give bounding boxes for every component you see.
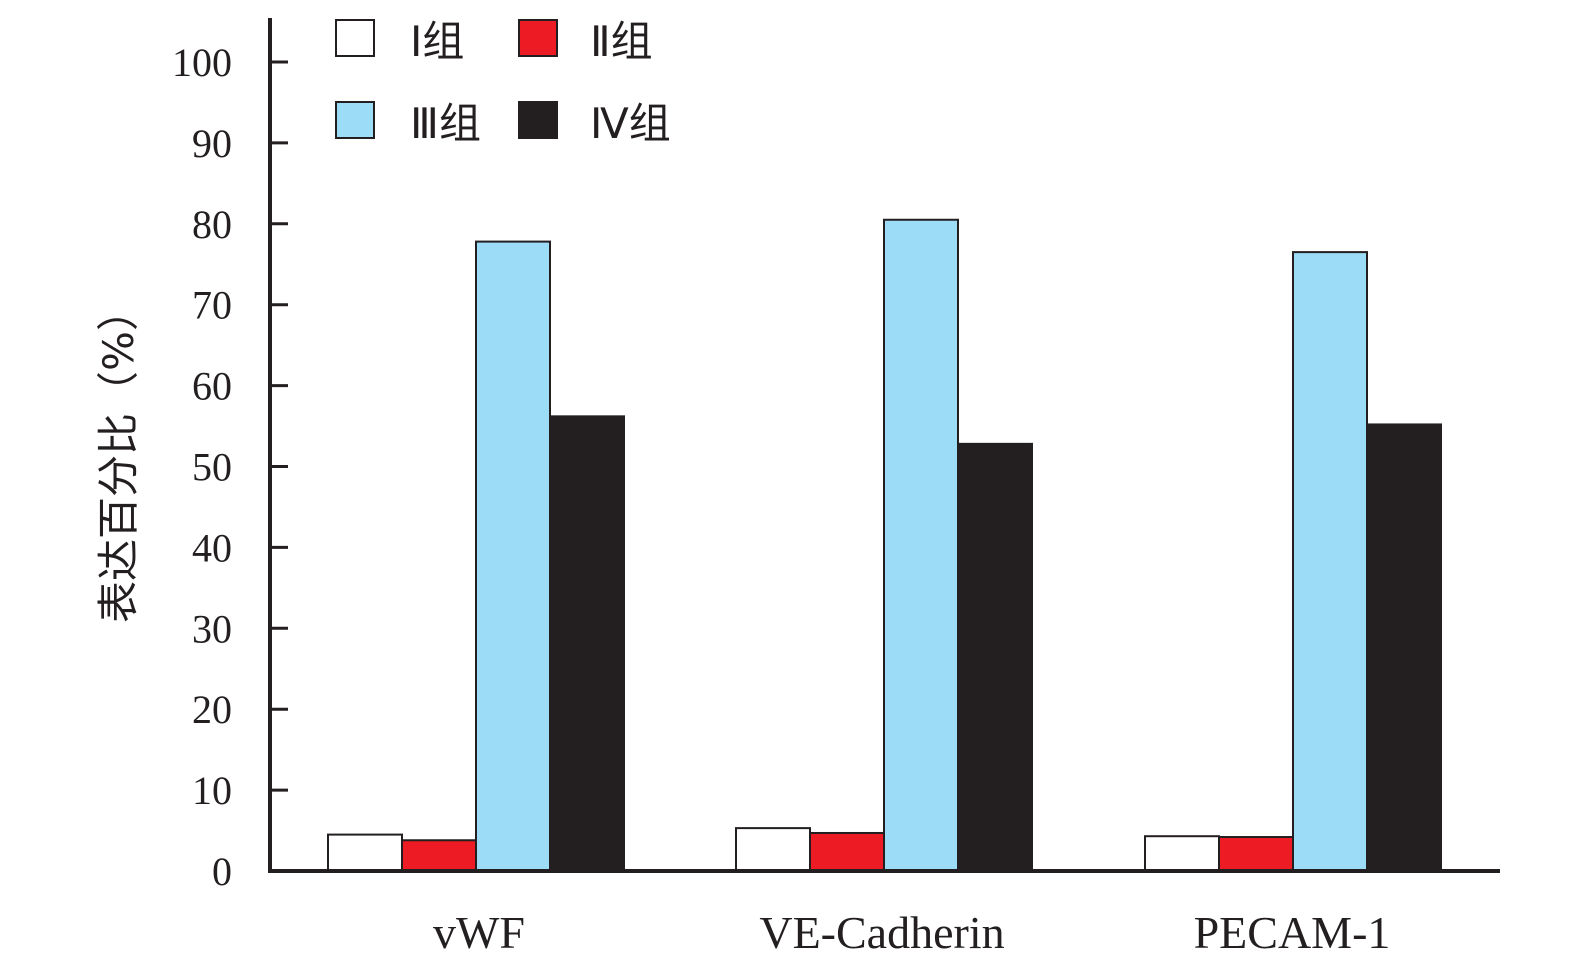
y-tick-label: 50 (192, 445, 232, 490)
bar-1-3 (1144, 835, 1220, 873)
bar-3-3 (1292, 251, 1368, 873)
bars-layer (327, 218, 1442, 873)
y-axis-title: 表达百分比（%） (94, 289, 143, 623)
y-tick-label: 100 (172, 40, 232, 85)
bar-4-2 (957, 442, 1033, 872)
y-tick-label: 0 (212, 849, 232, 894)
legend-swatch (335, 19, 375, 57)
y-tick-label: 90 (192, 121, 232, 166)
y-tick-label: 40 (192, 525, 232, 570)
legend-item: Ⅳ组 (518, 99, 671, 148)
legend-item: Ⅰ组 (335, 17, 464, 66)
legend-label: Ⅱ组 (590, 17, 653, 66)
y-tick-label: 80 (192, 202, 232, 247)
y-tick-label: 70 (192, 283, 232, 328)
legend-label: Ⅲ组 (410, 99, 481, 148)
y-tick-label: 30 (192, 606, 232, 651)
bar-3-1 (475, 240, 551, 872)
bar-4-3 (1366, 423, 1442, 872)
legend-swatch (335, 101, 375, 139)
legend: Ⅰ组 Ⅱ组 Ⅲ组 Ⅳ组 (335, 17, 671, 148)
x-category-label: vWF (433, 907, 525, 958)
bar-1-2 (735, 827, 811, 872)
legend-item: Ⅲ组 (335, 99, 481, 148)
legend-swatch (518, 19, 558, 57)
legend-label: Ⅰ组 (410, 17, 464, 66)
legend-item: Ⅱ组 (518, 17, 653, 66)
axes-layer: 0 10 20 30 40 50 60 70 80 90 100 vWF VE-Cadherin PECA… (172, 18, 1500, 958)
y-tick-label: 60 (192, 364, 232, 409)
bar-1-1 (327, 833, 403, 872)
x-category-label: PECAM-1 (1194, 907, 1391, 958)
legend-swatch (518, 101, 558, 139)
bar-3-2 (883, 218, 959, 872)
x-category-label: VE-Cadherin (759, 907, 1004, 958)
y-tick-label: 20 (192, 687, 232, 732)
bar-2-1 (401, 839, 477, 872)
bar-4-1 (549, 415, 625, 872)
bar-2-3 (1218, 836, 1294, 872)
bar-2-2 (809, 831, 885, 872)
legend-label: Ⅳ组 (590, 99, 671, 148)
y-tick-label: 10 (192, 768, 232, 813)
